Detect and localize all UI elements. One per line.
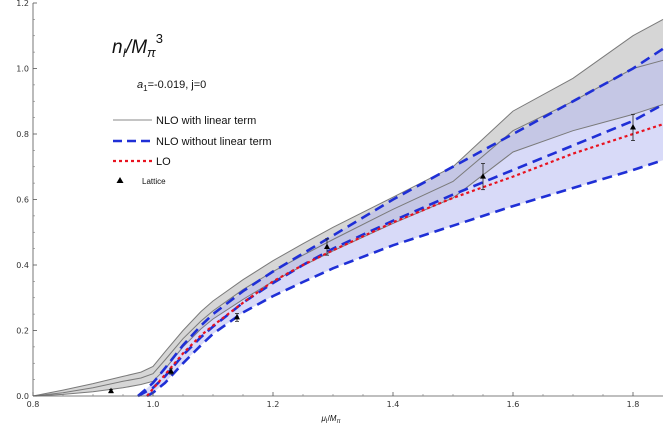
legend-label-lo: LO [156,156,171,168]
x-tick-label: 1.0 [147,400,160,409]
y-tick-label: 0.4 [16,261,29,270]
legend: NLO with linear term NLO without linear … [113,115,272,186]
x-tick-label: 0.8 [27,400,40,409]
lattice-points [108,113,636,394]
bands [33,19,663,397]
legend-swatch-lattice [116,177,124,183]
y-tick-label: 0.2 [16,327,29,336]
x-axis-label: μI/Mπ [321,414,342,425]
x-tick-label: 1.8 [627,400,640,409]
x-tick-label: 1.4 [387,400,400,409]
lattice-point [324,243,330,249]
legend-label-nlo-without: NLO without linear term [156,136,272,148]
line-nlo-with-linear-term-lower [32,104,664,397]
band-nlo-with-linear [33,19,663,397]
tick-labels: 0.8 1.0 1.2 1.4 1.6 1.8 0.0 0.2 0.4 0.6 0.8 1.0 1.2 [16,0,639,409]
legend-label-nlo-linear: NLO with linear term [156,115,256,127]
y-tick-label: 0.8 [16,130,29,139]
y-tick-label: 1.2 [16,0,29,8]
line-nlo-without-linear-term-upper [137,47,664,397]
lattice-point [630,123,636,130]
y-tick-label: 0.6 [16,196,29,205]
lattice-point [234,313,240,320]
parameter-annotation: a1=-0.019, j=0 [137,79,206,93]
line-nlo-without-linear-term-lower [146,158,664,398]
line-lo [146,123,664,397]
line-nlo-with-linear-term-upper [32,18,664,397]
x-tick-label: 1.2 [267,400,280,409]
y-tick-label: 1.0 [16,65,29,74]
series-lines [32,18,664,398]
axes [32,2,663,397]
lattice-point [168,367,174,374]
x-tick-label: 1.6 [507,400,520,409]
legend-label-lattice: Lattice [142,177,166,186]
chart-title: nI/Mπ3 [112,31,163,60]
lattice-point [480,173,486,179]
band-nlo-without-linear [138,48,663,397]
y-tick-label: 0.0 [16,392,29,401]
lattice-point [108,387,114,394]
